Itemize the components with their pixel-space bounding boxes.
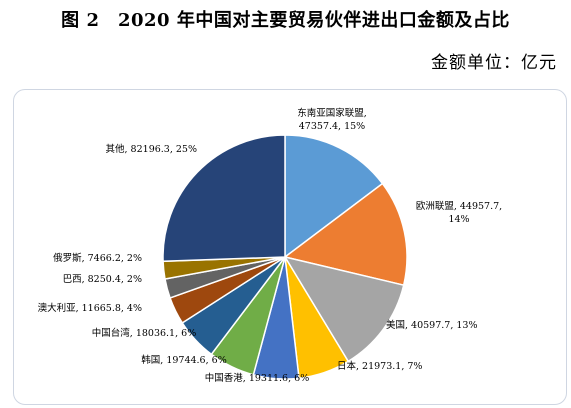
slice-label-6: 中国台湾, 18036.1, 6% xyxy=(92,327,196,339)
chart-frame: 东南亚国家联盟, 47357.4, 15% 欧洲联盟, 44957.7, 14% 美国,… xyxy=(13,89,567,405)
pie-slice-10 xyxy=(162,134,286,263)
slice-label-line: 14% xyxy=(448,214,469,225)
chart-title: 图 2 2020 年中国对主要贸易伙伴进出口金额及占比 xyxy=(61,10,510,31)
slice-label-1: 欧洲联盟, 44957.7, 14% xyxy=(416,200,502,225)
pie-slice-2 xyxy=(283,255,405,363)
slice-label-9: 俄罗斯, 7466.2, 2% xyxy=(53,252,142,264)
slice-label-10: 其他, 82196.3, 25% xyxy=(106,143,197,155)
slice-label-line: 巴西, 8250.4, 2% xyxy=(63,274,142,285)
pie-slice-0 xyxy=(284,134,384,259)
slice-label-0: 东南亚国家联盟, 47357.4, 15% xyxy=(297,107,367,132)
slice-label-line: 韩国, 19744.6, 6% xyxy=(141,354,226,366)
unit-label: 金额单位：亿元 xyxy=(431,53,557,73)
slice-label-line: 其他, 82196.3, 25% xyxy=(106,143,197,155)
slice-label-8: 巴西, 8250.4, 2% xyxy=(63,274,142,285)
slice-label-line: 东南亚国家联盟, xyxy=(297,107,367,119)
slice-label-line: 澳大利亚, 11665.8, 4% xyxy=(38,302,142,314)
slice-label-line: 美国, 40597.7, 13% xyxy=(386,319,477,331)
slice-label-4: 中国香港, 19311.6, 6% xyxy=(205,372,309,384)
pie-slice-1 xyxy=(283,182,408,287)
slice-label-line: 欧洲联盟, 44957.7, xyxy=(416,200,502,212)
slice-label-3: 日本, 21973.1, 7% xyxy=(337,360,422,372)
slice-label-2: 美国, 40597.7, 13% xyxy=(386,319,477,331)
slice-label-line: 俄罗斯, 7466.2, 2% xyxy=(53,252,142,264)
slice-label-5: 韩国, 19744.6, 6% xyxy=(141,354,226,366)
slice-label-line: 中国香港, 19311.6, 6% xyxy=(205,372,309,384)
slice-label-7: 澳大利亚, 11665.8, 4% xyxy=(38,302,142,314)
slice-label-line: 日本, 21973.1, 7% xyxy=(337,360,422,372)
slice-label-line: 中国台湾, 18036.1, 6% xyxy=(92,327,196,339)
slice-label-line: 47357.4, 15% xyxy=(299,121,365,132)
pie-chart: 东南亚国家联盟, 47357.4, 15% 欧洲联盟, 44957.7, 14% 美国,… xyxy=(38,107,503,384)
